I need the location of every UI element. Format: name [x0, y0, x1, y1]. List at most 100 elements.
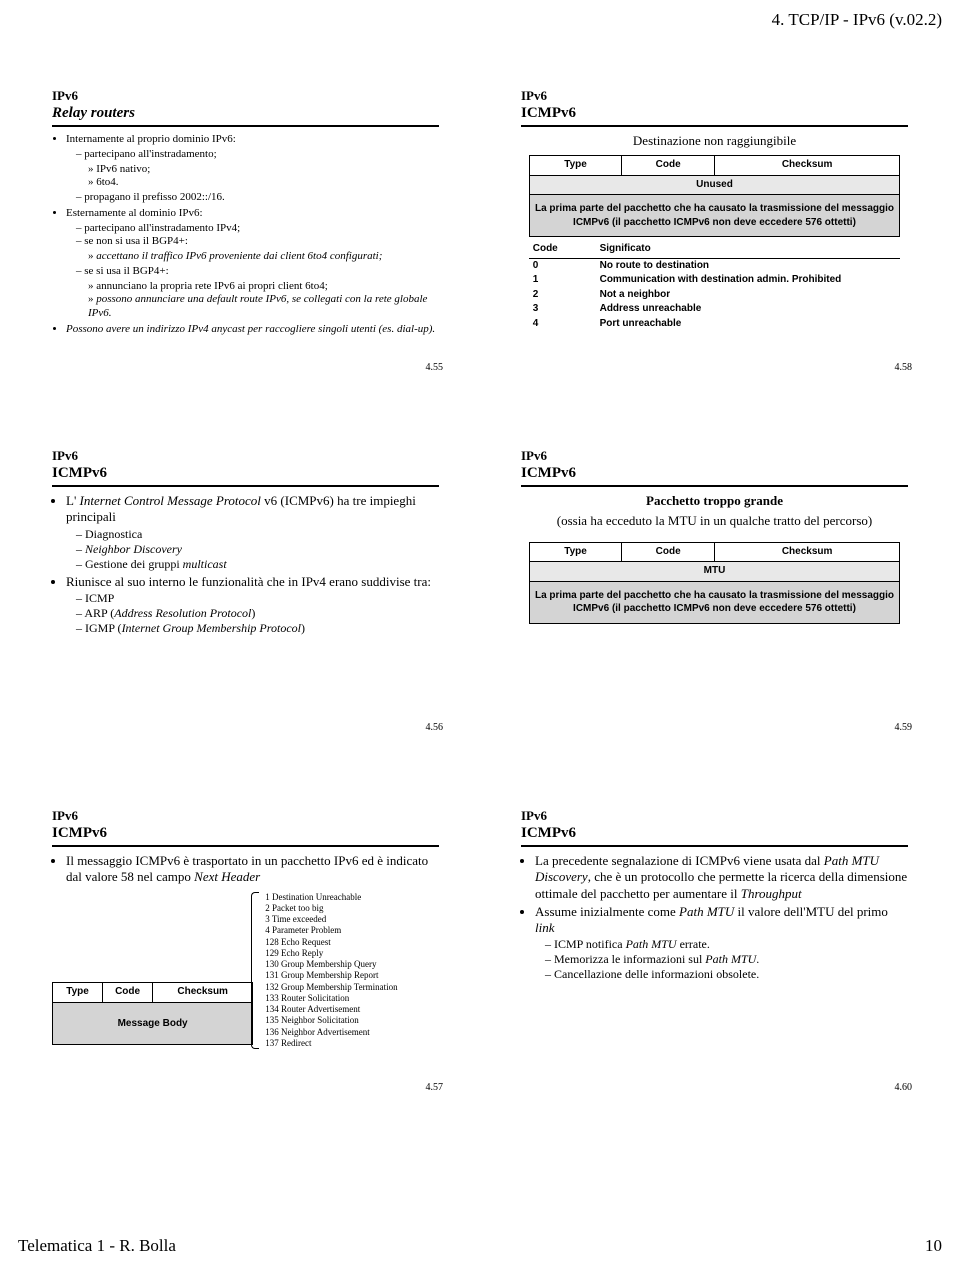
- cell-code: Code: [103, 983, 153, 1003]
- cell-desc: La prima parte del pacchetto che ha caus…: [529, 581, 900, 623]
- text: ICMP notifica Path MTU errate.: [554, 937, 710, 951]
- type-item: 1 Destination Unreachable: [265, 892, 439, 903]
- sig-cell: Not a neighbor: [596, 288, 901, 303]
- slide-title: ICMPv6: [52, 464, 439, 483]
- text: Possono avere un indirizzo IPv4 anycast …: [66, 323, 435, 335]
- page-header: 4. TCP/IP - IPv6 (v.02.2): [772, 10, 942, 30]
- cell-body: Message Body: [53, 1002, 253, 1045]
- cell-mtu: MTU: [529, 562, 900, 582]
- type-item: 2 Packet too big: [265, 903, 439, 914]
- text: se non si usa il BGP4+:: [84, 235, 188, 247]
- text: L' Internet Control Message Protocol v6 …: [66, 493, 416, 524]
- title-rule: [521, 485, 908, 487]
- title-rule: [52, 485, 439, 487]
- slide-57: IPv6 ICMPv6 Il messaggio ICMPv6 è traspo…: [38, 798, 453, 1098]
- cell-type: Type: [529, 156, 622, 176]
- slide-title: ICMPv6: [521, 104, 908, 123]
- cell-code: Code: [622, 542, 715, 562]
- sig-cell: Communication with destination admin. Pr…: [596, 273, 901, 288]
- cell-type: Type: [529, 542, 622, 562]
- sub-bullet: Neighbor Discovery: [76, 542, 439, 557]
- bullet: L' Internet Control Message Protocol v6 …: [66, 493, 439, 572]
- slide-label: IPv6: [521, 88, 908, 104]
- brace-icon: [251, 892, 259, 1050]
- subtitle: Destinazione non raggiungibile: [521, 133, 908, 149]
- code-cell: 2: [529, 288, 596, 303]
- sub-bullet: se non si usa il BGP4+: accettano il tra…: [76, 235, 439, 264]
- slide-title: ICMPv6: [521, 824, 908, 843]
- page-footer-left: Telematica 1 - R. Bolla: [18, 1236, 176, 1256]
- sub2-bullet: annunciano la propria rete IPv6 ai propr…: [88, 280, 439, 294]
- text: IGMP (Internet Group Membership Protocol…: [85, 621, 305, 635]
- sub-bullet: Gestione dei gruppi multicast: [76, 557, 439, 572]
- code-cell: 4: [529, 317, 596, 332]
- sig-cell: Address unreachable: [596, 302, 901, 317]
- bullet: La precedente segnalazione di ICMPv6 vie…: [535, 853, 908, 902]
- sig-cell: No route to destination: [596, 258, 901, 273]
- text: accettano il traffico IPv6 proveniente d…: [96, 250, 382, 262]
- sub-bullet: se si usa il BGP4+: annunciano la propri…: [76, 265, 439, 321]
- bullet: Riunisce al suo interno le funzionalità …: [66, 574, 439, 636]
- sub-bullet: Diagnostica: [76, 527, 439, 542]
- subtitle: Pacchetto troppo grande: [521, 493, 908, 509]
- text: ARP (Address Resolution Protocol): [84, 606, 255, 620]
- sub-bullet: partecipano all'instradamento IPv4;: [76, 222, 439, 236]
- sub-bullet: ICMP notifica Path MTU errate.: [545, 937, 908, 952]
- cell-desc: La prima parte del pacchetto che ha caus…: [529, 195, 900, 237]
- bullet: Esternamente al dominio IPv6: partecipan…: [66, 207, 439, 321]
- cell-checksum: Checksum: [714, 156, 899, 176]
- title-rule: [521, 845, 908, 847]
- type-col: 1 Destination Unreachable 2 Packet too b…: [261, 892, 439, 1050]
- text: Il messaggio ICMPv6 è trasportato in un …: [66, 853, 428, 884]
- title-rule: [52, 125, 439, 127]
- bullet: Possono avere un indirizzo IPv4 anycast …: [66, 323, 439, 337]
- sub-bullet: IGMP (Internet Group Membership Protocol…: [76, 621, 439, 636]
- type-item: 130 Group Membership Query: [265, 959, 439, 970]
- code-cell: 0: [529, 258, 596, 273]
- slide-number: 4.58: [895, 362, 913, 375]
- sub2-bullet: 6to4.: [88, 176, 439, 190]
- title-rule: [521, 125, 908, 127]
- type-list: 1 Destination Unreachable 2 Packet too b…: [265, 892, 439, 1050]
- slide-label: IPv6: [521, 808, 908, 824]
- sub2-bullet: IPv6 nativo;: [88, 163, 439, 177]
- slide-number: 4.59: [895, 722, 913, 735]
- text: Neighbor Discovery: [85, 542, 182, 556]
- sub2-bullet: accettano il traffico IPv6 proveniente d…: [88, 250, 439, 264]
- sub-bullet: Memorizza le informazioni sul Path MTU.: [545, 952, 908, 967]
- type-item: 134 Router Advertisement: [265, 1004, 439, 1015]
- packet-col: Type Code Checksum Message Body: [52, 980, 253, 1049]
- subtitle2: (ossia ha ecceduto la MTU in un qualche …: [521, 513, 908, 529]
- text: se si usa il BGP4+:: [84, 265, 168, 277]
- page-footer-right: 10: [925, 1236, 942, 1256]
- cell-unused: Unused: [529, 175, 900, 195]
- th-sig: Significato: [596, 241, 901, 258]
- type-item: 129 Echo Reply: [265, 948, 439, 959]
- slide-label: IPv6: [52, 88, 439, 104]
- slide-56: IPv6 ICMPv6 L' Internet Control Message …: [38, 438, 453, 738]
- packet-table: Type Code Checksum MTU La prima parte de…: [529, 542, 901, 624]
- packet-table: Type Code Checksum Unused La prima parte…: [529, 155, 901, 237]
- slide-title: Relay routers: [52, 104, 439, 123]
- slide-60: IPv6 ICMPv6 La precedente segnalazione d…: [507, 798, 922, 1098]
- type-item: 131 Group Membership Report: [265, 970, 439, 981]
- bullet: Internamente al proprio dominio IPv6: pa…: [66, 133, 439, 205]
- slide-59: IPv6 ICMPv6 Pacchetto troppo grande (oss…: [507, 438, 922, 738]
- type-item: 132 Group Membership Termination: [265, 982, 439, 993]
- sub-bullet: ARP (Address Resolution Protocol): [76, 606, 439, 621]
- cell-type: Type: [53, 983, 103, 1003]
- slide-label: IPv6: [52, 808, 439, 824]
- cell-code: Code: [622, 156, 715, 176]
- text: Esternamente al dominio IPv6:: [66, 207, 203, 219]
- text: Memorizza le informazioni sul Path MTU.: [554, 952, 759, 966]
- type-item: 128 Echo Request: [265, 937, 439, 948]
- type-item: 3 Time exceeded: [265, 914, 439, 925]
- sub-bullet: propagano il prefisso 2002::/16.: [76, 191, 439, 205]
- bullet: Assume inizialmente come Path MTU il val…: [535, 904, 908, 983]
- text: possono annunciare una default route IPv…: [88, 293, 427, 319]
- th-code: Code: [529, 241, 596, 258]
- text: Internamente al proprio dominio IPv6:: [66, 133, 236, 145]
- text: Gestione dei gruppi multicast: [85, 557, 227, 571]
- cell-checksum: Checksum: [153, 983, 253, 1003]
- code-cell: 3: [529, 302, 596, 317]
